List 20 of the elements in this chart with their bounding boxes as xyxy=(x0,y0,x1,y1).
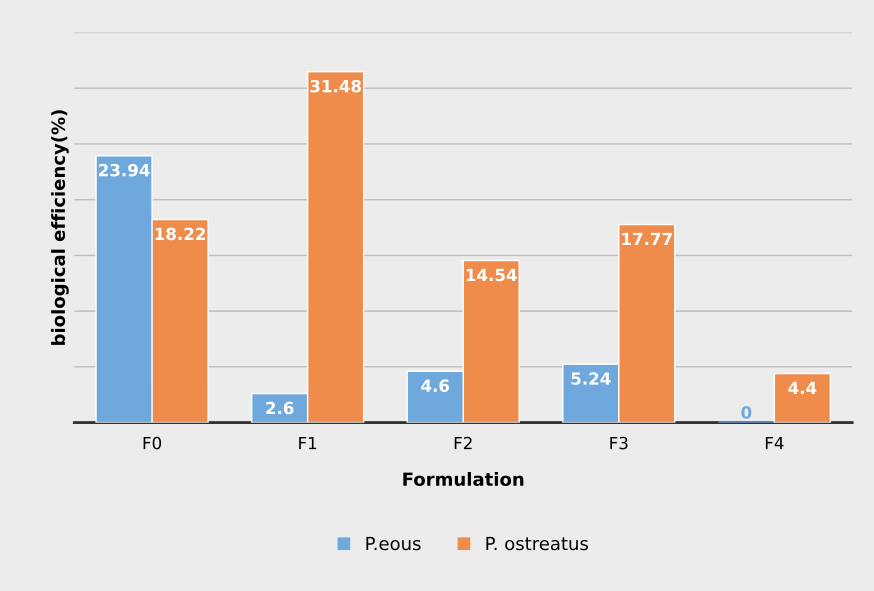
x-tick-label: F0 xyxy=(144,436,162,450)
data-label: 5.24 xyxy=(572,372,611,385)
x-tick-label: F1 xyxy=(299,436,316,450)
data-label: 4.6 xyxy=(421,379,450,392)
legend-label: P.eous xyxy=(366,536,421,550)
data-label: 2.6 xyxy=(266,402,294,414)
data-label: 0 xyxy=(741,406,752,419)
x-axis-title: Formulation xyxy=(403,472,524,486)
bar xyxy=(774,372,832,423)
data-label: 4.4 xyxy=(788,382,816,394)
data-label: 14.54 xyxy=(466,268,517,282)
x-tick-label: F4 xyxy=(766,436,784,450)
data-label: 17.77 xyxy=(622,232,672,245)
x-tick-label: F2 xyxy=(454,436,472,450)
data-label: 31.48 xyxy=(310,80,361,92)
data-label: 18.22 xyxy=(156,228,205,240)
y-axis-title: biological efficiency(%) xyxy=(51,110,69,345)
data-label: 23.94 xyxy=(99,164,150,176)
x-tick-label: F3 xyxy=(610,436,628,450)
legend-label: P. ostreatus xyxy=(486,536,588,550)
